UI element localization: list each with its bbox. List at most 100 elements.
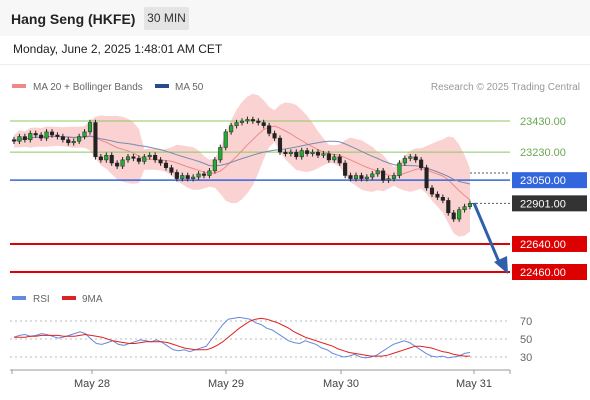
candle-body (223, 131, 228, 148)
candle-body (424, 167, 429, 189)
level-tag-1: 23230.00 (520, 147, 566, 159)
level-lines (10, 120, 510, 273)
candle-body (49, 131, 55, 136)
candle-body (440, 197, 445, 201)
candle-body (250, 119, 255, 122)
candle-body (239, 120, 245, 123)
forecast-arrow-icon (472, 202, 508, 274)
forecast-arrow-shaft (472, 202, 501, 263)
level-tags: 23430.00 23230.00 23050.00 22901.00 22640.00… (512, 116, 587, 280)
candle-body (60, 136, 65, 140)
rsi-tick-30: 30 (520, 352, 532, 364)
ma50-line (13, 135, 471, 185)
candles (11, 116, 473, 222)
candle-body (234, 122, 239, 126)
datetime-label: Monday, June 2, 2025 1:48:01 AM CET (13, 42, 223, 56)
candle-body (283, 151, 288, 154)
timeframe-button[interactable]: 30 MIN (144, 7, 189, 30)
level-tag-bg-3 (512, 195, 587, 212)
ma50-path (13, 135, 471, 185)
rsi-tick-70: 70 (520, 316, 532, 328)
ma50-legend-swatch (155, 84, 169, 88)
candle-body (332, 156, 337, 161)
candle-body (136, 158, 141, 162)
candle-body (343, 162, 348, 176)
candle-body (359, 175, 364, 179)
candle-body (191, 176, 196, 179)
x-label-2: May 30 (323, 378, 359, 390)
level-tag-bg-2 (512, 172, 587, 189)
candle-body (326, 153, 331, 161)
candle-body (87, 122, 93, 133)
candle-body (272, 133, 277, 139)
header-separator (0, 64, 590, 65)
candle-body (93, 122, 98, 158)
candle-body (44, 131, 49, 139)
candle-body (337, 156, 342, 164)
candle-body (408, 156, 413, 159)
level-tag-5: 22460.00 (520, 267, 566, 279)
level-tag-2: 23050.00 (520, 175, 566, 187)
candle-body (55, 134, 60, 137)
rsi-ma-legend-label: 9MA (82, 294, 103, 305)
candle-body (28, 133, 33, 140)
candle-body (321, 153, 326, 156)
forecast-arrow-head (494, 256, 508, 274)
candle-body (66, 139, 71, 144)
candle-body (125, 156, 131, 161)
candle-body (381, 170, 386, 181)
rsi-legend-swatch (12, 296, 26, 300)
candle-body (142, 156, 147, 162)
candle-body (364, 176, 369, 179)
candle-body (294, 151, 299, 158)
candle-body (98, 156, 103, 161)
candle-body (153, 154, 158, 161)
candle-body (305, 150, 310, 154)
candle-body (229, 125, 234, 133)
header-bar (0, 0, 590, 36)
candle-body (467, 203, 473, 207)
candle-body (429, 187, 435, 195)
candle-body (435, 193, 440, 198)
candle-body (267, 125, 272, 134)
candle-body (39, 134, 44, 139)
candle-body (207, 170, 212, 176)
bollinger-legend-label: MA 20 + Bollinger Bands (33, 82, 143, 93)
candle-body (402, 158, 407, 164)
rsi-ma-line (14, 317, 470, 357)
candle-body (71, 140, 76, 144)
x-label-0: May 28 (74, 378, 110, 390)
candle-body (446, 200, 451, 214)
candle-body (310, 151, 315, 154)
candle-body (11, 139, 17, 142)
candle-body (33, 133, 38, 136)
x-axis-labels: May 28 May 29 May 30 May 31 (11, 370, 511, 390)
level-tag-bg-4 (512, 235, 587, 252)
candle-body (212, 159, 217, 172)
candle-body (169, 167, 174, 173)
candle-body (115, 162, 120, 167)
candle-body (413, 156, 418, 161)
x-label-3: May 31 (456, 378, 492, 390)
candle-body (185, 175, 190, 179)
candle-body (256, 120, 261, 123)
candle-body (163, 162, 169, 168)
level-tag-bg-5 (512, 264, 587, 280)
ma50-legend-label: MA 50 (175, 82, 204, 93)
candle-body (462, 206, 467, 210)
level-tag-0: 23430.00 (520, 116, 566, 128)
rsi-panel: 70 50 30 (10, 316, 532, 364)
candle-body (299, 150, 304, 158)
level-tag-3: 22901.00 (520, 198, 566, 210)
candle-body (131, 156, 136, 159)
candle-body (419, 159, 424, 168)
candle-body (180, 175, 185, 179)
candle-body (17, 136, 22, 142)
candle-body (120, 159, 125, 167)
candle-body (104, 154, 109, 161)
rsi-tick-50: 50 (520, 334, 532, 346)
candle-body (315, 151, 321, 156)
candle-body (353, 175, 359, 179)
candle-body (370, 173, 375, 178)
